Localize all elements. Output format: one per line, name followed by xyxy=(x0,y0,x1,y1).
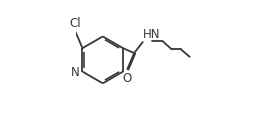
Text: Cl: Cl xyxy=(69,17,81,30)
Text: HN: HN xyxy=(143,28,160,41)
Text: N: N xyxy=(71,66,79,79)
Text: O: O xyxy=(123,72,132,85)
